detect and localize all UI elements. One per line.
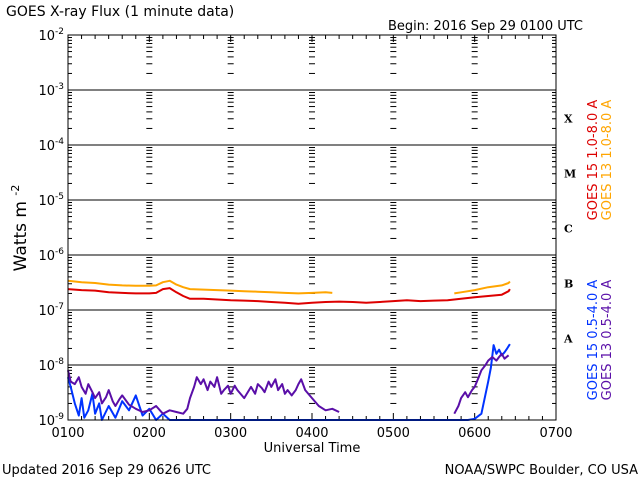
y-tick-base: 10: [38, 304, 55, 319]
chart-title: GOES X-ray Flux (1 minute data): [6, 4, 234, 20]
y-tick-base: 10: [38, 249, 55, 264]
y-tick-label: 10-6: [38, 247, 64, 264]
y-tick-label: 10-3: [38, 82, 64, 99]
y-tick-exponent: -8: [55, 357, 64, 367]
y-tick-label: 10-2: [38, 27, 64, 44]
y-tick-label: 10-8: [38, 357, 64, 374]
series-line: [67, 287, 511, 305]
legend-label: GOES 13 0.5-4.0 A: [600, 280, 615, 401]
grid: [68, 34, 556, 421]
legend-label: GOES 15 1.0-8.0 A: [586, 100, 601, 221]
x-tick-labels: 0100 0200 0300 0400 0500 0600 0700: [51, 426, 572, 441]
x-tick-label: 0600: [458, 426, 491, 441]
flare-class-label: M: [564, 168, 576, 181]
y-tick-base: 10: [38, 194, 55, 209]
y-tick-exponent: -3: [55, 82, 64, 92]
legend-label: GOES 13 1.0-8.0 A: [600, 100, 615, 221]
y-axis-label-exponent: -2: [9, 185, 22, 196]
flare-class-label: A: [563, 333, 573, 346]
y-tick-exponent: -4: [55, 137, 64, 147]
y-tick-base: 10: [38, 84, 55, 99]
y-tick-labels: 10-210-310-410-510-610-710-810-9: [38, 27, 64, 429]
y-tick-label: 10-4: [38, 137, 64, 154]
x-tick-label: 0300: [214, 426, 247, 441]
legend: GOES 15 1.0-8.0 A GOES 13 1.0-8.0 A GOES 1…: [586, 100, 615, 401]
x-tick-label: 0400: [295, 426, 328, 441]
y-tick-label: 10-9: [38, 412, 64, 429]
y-axis-label: Watts m -2: [9, 185, 31, 272]
footer-updated: Updated 2016 Sep 29 0626 UTC: [2, 463, 211, 478]
y-tick-base: 10: [38, 29, 55, 44]
legend-entry: GOES 13 1.0-8.0 A: [600, 100, 615, 221]
y-tick-label: 10-5: [38, 192, 64, 209]
series-line: [67, 343, 511, 421]
plot-frame: [67, 34, 557, 421]
series-line: [67, 370, 340, 415]
flare-class-label: C: [564, 223, 573, 236]
y-tick-label: 10-7: [38, 302, 64, 319]
legend-entry: GOES 15 0.5-4.0 A: [586, 280, 601, 401]
y-tick-exponent: -2: [55, 27, 64, 37]
flare-class-label: B: [564, 278, 573, 291]
x-axis-label: Universal Time: [264, 441, 361, 456]
series-lines: [67, 279, 511, 421]
legend-entry: GOES 13 0.5-4.0 A: [600, 280, 615, 401]
svg-text:Watts m -2: Watts m -2: [9, 185, 31, 272]
x-tick-label: 0100: [51, 426, 84, 441]
x-tick-label: 0200: [133, 426, 166, 441]
x-tick-label: 0700: [539, 426, 572, 441]
series-line: [453, 352, 510, 415]
flare-class-label: X: [564, 113, 573, 126]
y-tick-exponent: -7: [55, 302, 64, 312]
y-tick-exponent: -5: [55, 192, 64, 202]
y-tick-base: 10: [38, 414, 55, 429]
flare-class-labels: X M C B A: [563, 113, 576, 346]
legend-entry: GOES 15 1.0-8.0 A: [586, 100, 601, 221]
legend-label: GOES 15 0.5-4.0 A: [586, 280, 601, 401]
y-axis-label-text: Watts m: [11, 201, 31, 271]
x-tick-label: 0500: [377, 426, 410, 441]
footer-credit: NOAA/SWPC Boulder, CO USA: [445, 463, 638, 478]
series-line: [454, 280, 511, 295]
series-line: [67, 279, 333, 295]
y-tick-exponent: -9: [55, 412, 64, 422]
begin-label: Begin: 2016 Sep 29 0100 UTC: [388, 19, 583, 34]
y-tick-base: 10: [38, 359, 55, 374]
y-tick-exponent: -6: [55, 247, 64, 257]
y-tick-base: 10: [38, 139, 55, 154]
